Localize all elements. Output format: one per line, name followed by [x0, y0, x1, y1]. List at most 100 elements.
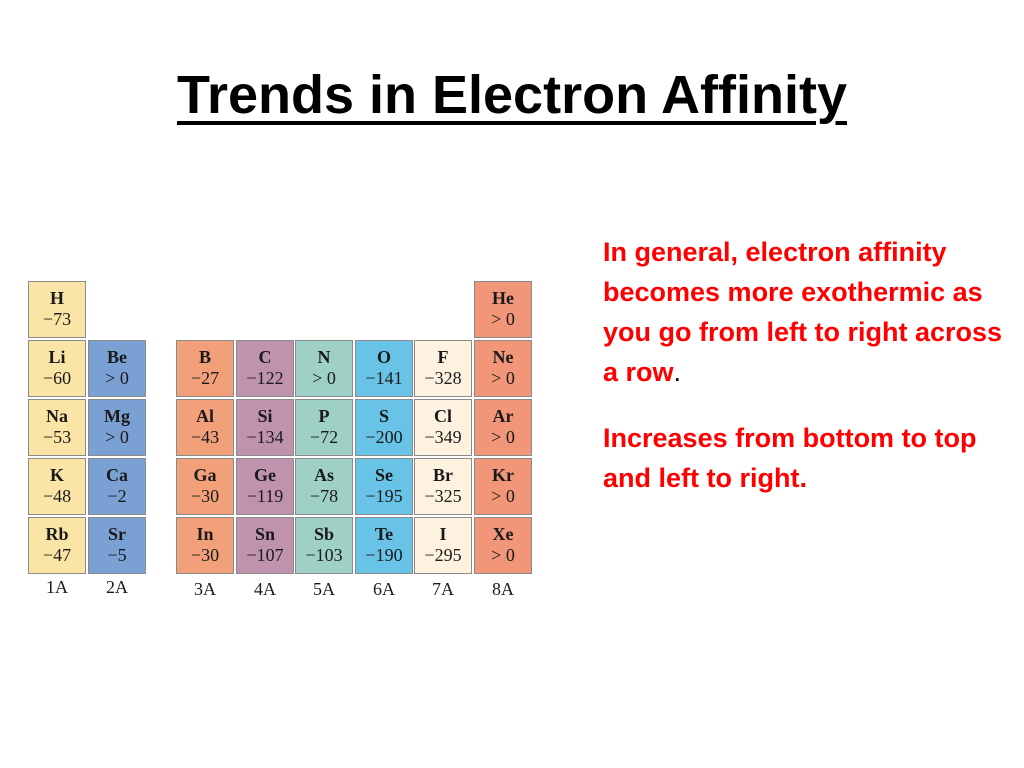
bullet-trend-row-period: . [673, 357, 682, 387]
group-label-4a: 4A [254, 579, 276, 599]
element-symbol: Se [375, 465, 393, 485]
element-symbol: Na [46, 406, 68, 426]
electron-affinity-periodic-table: H −73 He > 0 Li −60 Be > 0 B −27 C −122 N > 0 O −141 F −3… [28, 281, 536, 605]
element-symbol: Al [196, 406, 214, 426]
element-symbol: Te [374, 524, 394, 544]
electron-affinity-value: −107 [246, 545, 284, 565]
element-cell-te: Te −190 [355, 517, 413, 574]
electron-affinity-value: −119 [246, 486, 284, 506]
electron-affinity-value: −295 [424, 545, 462, 565]
element-symbol: In [196, 524, 214, 544]
element-symbol: Kr [492, 465, 514, 485]
element-symbol: K [49, 465, 64, 485]
electron-affinity-value: > 0 [491, 368, 515, 388]
element-cell-in: In −30 [176, 517, 234, 574]
element-cell-sb: Sb −103 [295, 517, 353, 574]
element-cell-c: C −122 [236, 340, 294, 397]
electron-affinity-value: −200 [365, 427, 403, 447]
element-symbol: Mg [104, 406, 130, 426]
element-symbol: O [376, 347, 391, 367]
electron-affinity-value: −53 [42, 427, 72, 447]
electron-affinity-value: −103 [305, 545, 343, 565]
element-cell-rb: Rb −47 [28, 517, 86, 574]
element-cell-he: He > 0 [474, 281, 532, 338]
electron-affinity-value: −48 [42, 486, 72, 506]
element-symbol: Ge [254, 465, 276, 485]
element-cell-xe: Xe > 0 [474, 517, 532, 574]
element-symbol: I [439, 524, 447, 544]
electron-affinity-value: −122 [246, 368, 284, 388]
group-label-5a: 5A [313, 579, 335, 599]
element-symbol: F [437, 347, 449, 367]
bullet-trend-row: In general, electron affinity becomes mo… [603, 232, 1003, 392]
element-cell-ne: Ne > 0 [474, 340, 532, 397]
element-symbol: Sb [313, 524, 335, 544]
electron-affinity-value: −27 [190, 368, 220, 388]
element-cell-ge: Ge −119 [236, 458, 294, 515]
electron-affinity-value: −5 [107, 545, 127, 565]
element-symbol: Ga [193, 465, 217, 485]
element-cell-ca: Ca −2 [88, 458, 146, 515]
element-cell-ar: Ar > 0 [474, 399, 532, 456]
electron-affinity-value: −30 [190, 486, 220, 506]
electron-affinity-value: > 0 [491, 427, 515, 447]
element-symbol: N [317, 347, 331, 367]
electron-affinity-value: −73 [42, 309, 72, 329]
element-symbol: Br [433, 465, 453, 485]
electron-affinity-value: −47 [42, 545, 72, 565]
element-cell-o: O −141 [355, 340, 413, 397]
slide-title: Trends in Electron Affinity [176, 65, 848, 125]
element-symbol: He [492, 288, 514, 308]
group-label-3a: 3A [194, 579, 216, 599]
element-symbol: C [258, 347, 272, 367]
element-cell-p: P −72 [295, 399, 353, 456]
element-symbol: B [198, 347, 211, 367]
element-symbol: Si [257, 406, 273, 426]
group-label-7a: 7A [432, 579, 454, 599]
element-symbol: Ne [492, 347, 514, 367]
element-symbol: Ca [106, 465, 128, 485]
element-cell-s: S −200 [355, 399, 413, 456]
element-symbol: Sn [254, 524, 276, 544]
element-cell-be: Be > 0 [88, 340, 146, 397]
element-symbol: Ar [492, 406, 514, 426]
element-symbol: Be [107, 347, 127, 367]
element-cell-cl: Cl −349 [414, 399, 472, 456]
element-symbol: Cl [434, 406, 452, 426]
electron-affinity-value: > 0 [105, 368, 129, 388]
group-label-2a: 2A [106, 577, 128, 597]
element-cell-na: Na −53 [28, 399, 86, 456]
element-cell-i: I −295 [414, 517, 472, 574]
element-symbol: Rb [45, 524, 69, 544]
electron-affinity-value: > 0 [105, 427, 129, 447]
electron-affinity-value: > 0 [312, 368, 336, 388]
electron-affinity-value: > 0 [491, 486, 515, 506]
element-cell-mg: Mg > 0 [88, 399, 146, 456]
group-label-1a: 1A [46, 577, 68, 597]
element-symbol: H [49, 288, 64, 308]
element-cell-b: B −27 [176, 340, 234, 397]
element-symbol: Sr [108, 524, 126, 544]
element-cell-li: Li −60 [28, 340, 86, 397]
element-cell-f: F −328 [414, 340, 472, 397]
element-symbol: P [318, 406, 330, 426]
element-cell-as: As −78 [295, 458, 353, 515]
element-symbol: Xe [492, 524, 514, 544]
element-cell-sr: Sr −5 [88, 517, 146, 574]
bullet-trend-row-text: In general, electron affinity becomes mo… [603, 237, 1003, 387]
electron-affinity-value: −72 [309, 427, 339, 447]
electron-affinity-value: −195 [365, 486, 403, 506]
electron-affinity-value: −43 [190, 427, 220, 447]
electron-affinity-value: > 0 [491, 309, 515, 329]
group-label-6a: 6A [373, 579, 395, 599]
electron-affinity-value: −60 [42, 368, 72, 388]
bullet-trend-summary: Increases from bottom to top and left to… [603, 423, 977, 493]
element-cell-ga: Ga −30 [176, 458, 234, 515]
element-cell-sn: Sn −107 [236, 517, 294, 574]
explanation-text: In general, electron affinity becomes mo… [603, 232, 1003, 524]
element-cell-si: Si −134 [236, 399, 294, 456]
element-symbol: Li [48, 347, 66, 367]
element-symbol: S [378, 406, 389, 426]
element-cell-br: Br −325 [414, 458, 472, 515]
element-cell-al: Al −43 [176, 399, 234, 456]
